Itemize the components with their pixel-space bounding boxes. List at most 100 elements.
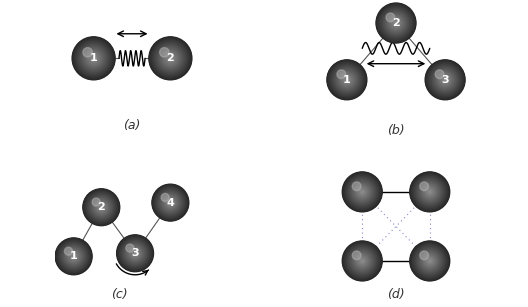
Circle shape — [359, 188, 366, 195]
Circle shape — [359, 258, 365, 264]
Circle shape — [61, 244, 86, 269]
Circle shape — [98, 204, 105, 211]
Circle shape — [415, 246, 445, 276]
Circle shape — [96, 202, 106, 212]
Circle shape — [414, 246, 445, 276]
Circle shape — [133, 251, 137, 255]
Circle shape — [345, 78, 348, 81]
Circle shape — [351, 181, 373, 203]
Circle shape — [394, 21, 398, 25]
Circle shape — [348, 177, 376, 206]
Circle shape — [62, 245, 85, 268]
Circle shape — [410, 241, 450, 281]
Circle shape — [56, 238, 92, 274]
Circle shape — [327, 60, 367, 100]
Circle shape — [128, 246, 143, 261]
Circle shape — [425, 187, 434, 196]
Circle shape — [329, 62, 364, 97]
Circle shape — [353, 183, 371, 201]
Circle shape — [163, 195, 178, 210]
Circle shape — [427, 258, 432, 263]
Circle shape — [67, 249, 81, 264]
Circle shape — [342, 172, 382, 212]
Circle shape — [91, 196, 112, 218]
Circle shape — [159, 48, 181, 69]
Circle shape — [64, 247, 72, 255]
Circle shape — [393, 20, 399, 26]
Circle shape — [66, 249, 81, 264]
Circle shape — [356, 186, 368, 198]
Circle shape — [357, 256, 367, 266]
Circle shape — [155, 43, 185, 73]
Circle shape — [432, 66, 459, 93]
Circle shape — [356, 255, 368, 267]
Circle shape — [58, 241, 89, 272]
Circle shape — [386, 13, 406, 33]
Circle shape — [411, 242, 449, 280]
Circle shape — [89, 195, 114, 219]
Circle shape — [55, 238, 92, 275]
Circle shape — [152, 40, 188, 76]
Circle shape — [81, 46, 106, 71]
Circle shape — [428, 259, 431, 262]
Circle shape — [70, 253, 77, 260]
Circle shape — [433, 68, 457, 91]
Circle shape — [119, 237, 151, 270]
Circle shape — [161, 193, 180, 212]
Circle shape — [354, 252, 371, 270]
Circle shape — [86, 192, 117, 223]
Circle shape — [118, 236, 152, 270]
Circle shape — [341, 74, 353, 86]
Circle shape — [334, 67, 360, 92]
Circle shape — [158, 46, 182, 70]
Circle shape — [83, 48, 92, 57]
Circle shape — [412, 174, 447, 209]
Circle shape — [157, 189, 184, 216]
Circle shape — [135, 253, 136, 254]
Circle shape — [129, 248, 140, 259]
Circle shape — [82, 47, 105, 70]
Circle shape — [122, 240, 148, 266]
Circle shape — [352, 182, 361, 191]
Circle shape — [421, 183, 438, 200]
Circle shape — [60, 243, 87, 270]
Circle shape — [95, 200, 108, 214]
Circle shape — [377, 4, 415, 42]
Circle shape — [122, 240, 148, 266]
Circle shape — [413, 175, 447, 209]
Circle shape — [165, 198, 175, 208]
Circle shape — [423, 185, 436, 198]
Circle shape — [430, 64, 460, 95]
Circle shape — [356, 185, 369, 198]
Circle shape — [81, 45, 107, 71]
Circle shape — [351, 250, 374, 272]
Circle shape — [59, 241, 89, 271]
Circle shape — [92, 198, 110, 216]
Circle shape — [93, 200, 109, 215]
Circle shape — [91, 197, 111, 217]
Circle shape — [426, 188, 433, 195]
Circle shape — [168, 201, 172, 204]
Circle shape — [99, 204, 104, 210]
Circle shape — [361, 259, 364, 262]
Circle shape — [162, 194, 179, 211]
Circle shape — [427, 258, 433, 264]
Circle shape — [347, 177, 378, 207]
Circle shape — [154, 42, 186, 74]
Circle shape — [412, 243, 448, 279]
Circle shape — [385, 13, 407, 33]
Circle shape — [345, 244, 379, 278]
Circle shape — [418, 181, 441, 203]
Circle shape — [73, 255, 74, 257]
Circle shape — [59, 242, 88, 271]
Circle shape — [426, 257, 434, 265]
Circle shape — [63, 245, 84, 267]
Circle shape — [425, 256, 434, 266]
Circle shape — [93, 199, 110, 216]
Circle shape — [157, 190, 183, 216]
Circle shape — [161, 193, 180, 212]
Circle shape — [381, 8, 411, 38]
Circle shape — [422, 253, 438, 269]
Circle shape — [414, 245, 446, 277]
Circle shape — [71, 254, 77, 259]
